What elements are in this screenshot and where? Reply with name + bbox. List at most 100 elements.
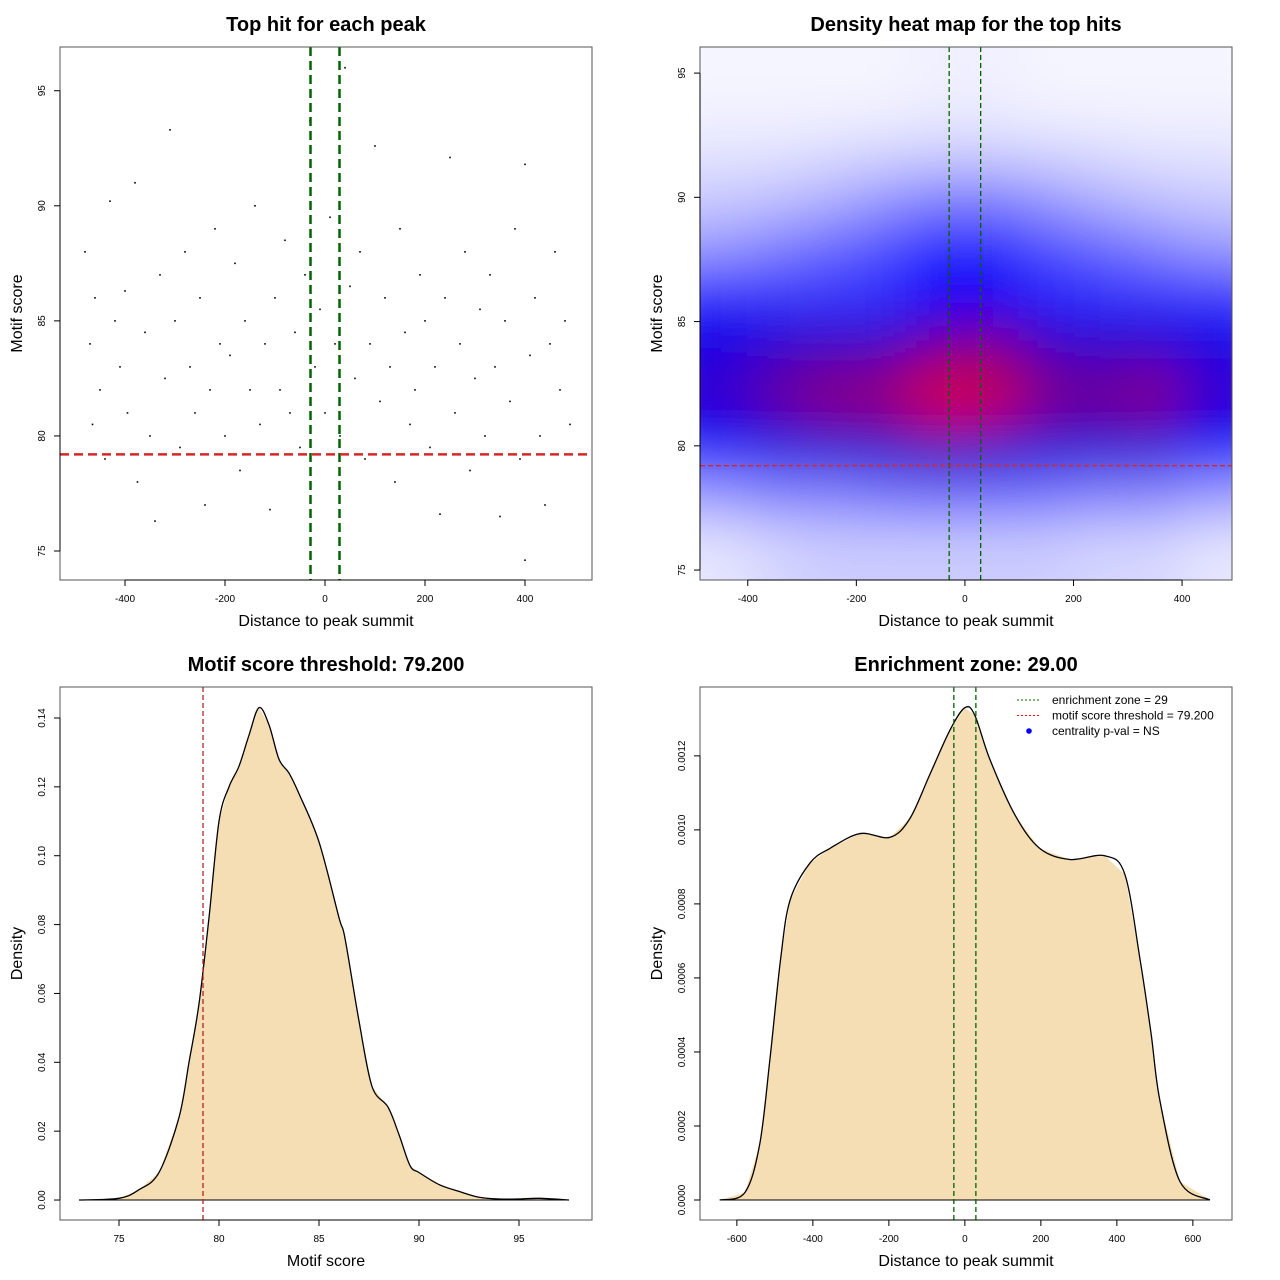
heatmap-cell <box>700 222 749 273</box>
data-point <box>434 366 436 368</box>
data-point <box>514 228 516 230</box>
y-tick-label: 85 <box>677 316 688 328</box>
data-point <box>249 389 251 391</box>
heatmap-cell <box>1127 122 1184 174</box>
data-point <box>254 204 256 207</box>
data-point <box>289 412 291 414</box>
heatmap-cell <box>802 122 858 174</box>
data-point <box>509 400 511 403</box>
y-tick-label: 0.0000 <box>677 1184 688 1215</box>
y-tick-label: 80 <box>677 440 688 452</box>
heatmap-cell <box>1182 122 1232 174</box>
data-point <box>484 435 486 437</box>
heatmap-cell <box>747 222 804 273</box>
heatmap-cell <box>964 172 1021 224</box>
y-tick-label: 0.0006 <box>677 962 688 993</box>
heatmap-cell <box>1127 321 1184 373</box>
y-tick-label: 0.04 <box>37 1052 48 1072</box>
density-area <box>79 707 569 1201</box>
data-point <box>429 446 431 449</box>
y-tick-label: 85 <box>37 315 48 327</box>
legend-label: motif score threshold = 79.200 <box>1052 709 1214 723</box>
legend-label: enrichment zone = 29 <box>1052 693 1168 707</box>
x-tick-label: -400 <box>738 594 758 605</box>
data-point <box>439 513 441 515</box>
x-tick-label: 95 <box>513 1234 525 1245</box>
data-point <box>169 129 171 131</box>
legend-label: centrality p-val = NS <box>1052 724 1160 738</box>
heatmap-cell <box>1127 271 1184 323</box>
data-point <box>224 435 226 437</box>
data-point <box>269 508 271 511</box>
heatmap-cell <box>1182 321 1232 373</box>
heatmap-cell <box>1182 420 1232 472</box>
data-point <box>94 297 96 299</box>
heatmap-cell <box>964 420 1021 472</box>
heatmap-cell <box>700 420 749 472</box>
heatmap-cell <box>1019 371 1075 422</box>
data-point <box>529 354 531 357</box>
heatmap-cell <box>910 520 966 580</box>
y-tick-label: 0.02 <box>37 1121 48 1141</box>
data-point <box>409 423 411 426</box>
heatmap-cell <box>964 321 1021 373</box>
data-point <box>124 290 126 292</box>
data-point <box>164 377 166 380</box>
data-point <box>174 320 176 322</box>
data-point <box>84 251 86 253</box>
data-point <box>319 308 321 311</box>
y-axis-label: Motif score <box>9 274 26 352</box>
legend: enrichment zone = 29 motif score threshol… <box>1017 693 1214 738</box>
data-point <box>414 389 416 391</box>
x-tick-label: 90 <box>413 1234 425 1245</box>
data-point <box>524 163 526 166</box>
data-point <box>369 343 371 345</box>
y-tick-label: 75 <box>37 545 48 557</box>
data-point <box>569 423 571 426</box>
heatmap-cell <box>910 222 966 273</box>
data-point <box>374 145 376 147</box>
x-tick-label: 200 <box>1065 594 1082 605</box>
heatmap-cell <box>802 470 858 522</box>
heatmap-cell <box>964 122 1021 174</box>
chart-title: Density heat map for the top hits <box>810 14 1121 36</box>
data-point <box>474 377 476 380</box>
heatmap-cell <box>1182 371 1232 422</box>
data-point <box>126 412 129 414</box>
data-point <box>504 320 506 322</box>
x-tick-label: -200 <box>215 594 235 605</box>
heatmap-cell <box>910 420 966 472</box>
y-tick-label: 75 <box>677 564 688 576</box>
y-tick-label: 80 <box>37 430 48 442</box>
y-tick-label: 95 <box>37 85 48 97</box>
heatmap-cell <box>856 470 912 522</box>
heatmap-cell <box>802 47 858 124</box>
x-axis-label: Distance to peak summit <box>238 613 414 630</box>
data-point <box>89 343 91 345</box>
x-tick-label: 400 <box>1109 1234 1126 1245</box>
heatmap-cell <box>1127 172 1184 224</box>
data-point <box>91 423 94 426</box>
y-tick-label: 0.14 <box>37 708 48 728</box>
heatmap-cell <box>802 172 858 224</box>
data-point <box>359 251 361 253</box>
data-point <box>189 366 191 368</box>
heatmap-cell <box>1073 222 1129 273</box>
heatmap-cell <box>802 420 858 472</box>
heatmap-cell <box>1182 520 1232 580</box>
heatmap-cell <box>802 222 858 273</box>
data-point <box>114 320 116 322</box>
data-point <box>544 504 546 506</box>
x-tick-label: 75 <box>113 1234 125 1245</box>
panel-3: 75 80 85 90 95 0.00 0.02 0.04 0.06 0.08 0.10 0.12 0.… <box>9 654 593 1270</box>
panel-2: -400 -200 0 200 400 75 80 85 90 95 Density heat ma… <box>649 14 1233 630</box>
heatmap-cell <box>1073 271 1129 323</box>
x-tick-label: -600 <box>727 1234 747 1245</box>
chart-title: Enrichment zone: 29.00 <box>854 654 1077 676</box>
heatmap-cell <box>1073 122 1129 174</box>
data-point <box>284 239 286 242</box>
data-point <box>149 435 151 437</box>
data-point <box>299 446 301 449</box>
x-tick-label: 0 <box>962 594 968 605</box>
x-axis-label: Distance to peak summit <box>878 1253 1054 1270</box>
